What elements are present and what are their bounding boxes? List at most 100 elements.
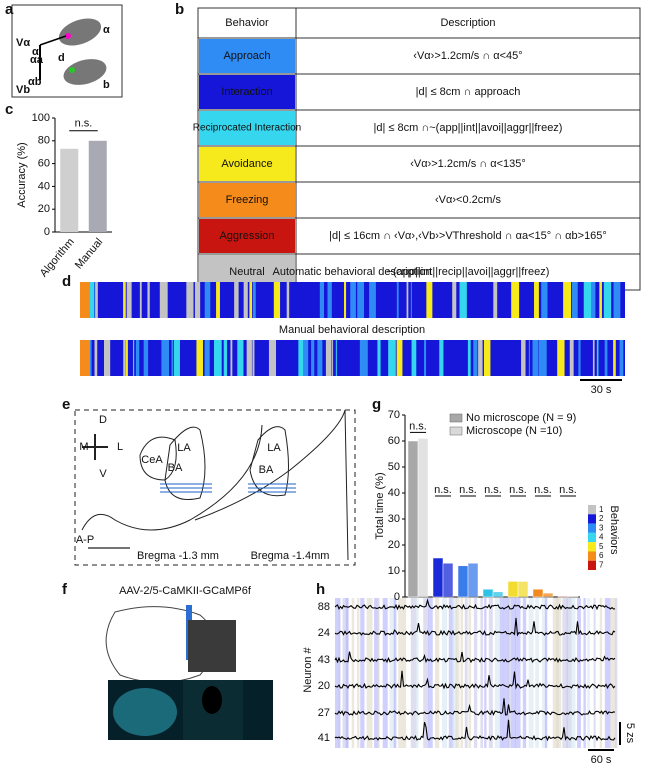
trace-background	[448, 598, 454, 748]
behavior-name: Neutral	[229, 266, 264, 278]
ethogram-stripe	[147, 282, 150, 318]
ethogram-stripe	[305, 282, 307, 318]
annotation: n.s.	[509, 484, 527, 496]
panel-a-label: αb	[28, 76, 42, 88]
bar	[542, 592, 554, 598]
behavior-cell	[199, 111, 295, 145]
ethogram-stripe	[213, 340, 222, 376]
ethogram-stripe	[125, 340, 128, 376]
trace-background	[480, 598, 484, 748]
ethogram-stripe	[398, 282, 405, 318]
ethogram-stripe	[538, 340, 547, 376]
y-tick-label: 50	[388, 461, 400, 473]
ethogram-stripe	[260, 282, 269, 318]
panel-e-art	[74, 409, 356, 566]
ethogram-stripe	[509, 340, 513, 376]
panel-label: c	[5, 101, 13, 118]
behavior-cell	[199, 147, 295, 181]
colorbar-segment	[588, 551, 596, 561]
ethogram-stripe	[541, 282, 548, 318]
ethogram-stripe	[473, 340, 478, 376]
ethogram-stripe	[359, 340, 368, 376]
behavior-cell	[199, 183, 295, 217]
ethogram-stripe	[552, 340, 555, 376]
trace-background	[452, 598, 458, 748]
ethogram-stripe	[105, 282, 110, 318]
behavior-cell	[199, 75, 295, 109]
ethogram-stripe	[249, 282, 253, 318]
ethogram-stripe	[459, 282, 467, 318]
trace-background	[610, 598, 616, 748]
y-tick-label: 0	[44, 226, 50, 238]
behavior-description: |d| ≤ 8cm ∩ approach	[416, 86, 521, 98]
ethogram-stripe	[532, 340, 539, 376]
ethogram-stripe	[406, 282, 409, 318]
ethogram-stripe	[396, 282, 399, 318]
bar	[532, 588, 544, 598]
annotation: n.s.	[559, 484, 577, 496]
ethogram-stripe	[528, 340, 530, 376]
ethogram-stripe	[389, 282, 393, 318]
ethogram-stripe	[569, 340, 574, 376]
ethogram-stripe	[135, 340, 140, 376]
bar	[557, 595, 569, 598]
ethogram-stripe	[303, 340, 309, 376]
ethogram-stripe	[396, 340, 403, 376]
y-tick-label: 20	[388, 539, 400, 551]
ethogram-stripe	[246, 340, 252, 376]
scale-label: 60 s	[591, 754, 612, 766]
trace	[334, 698, 616, 717]
bar	[60, 148, 79, 232]
ethogram-title: Manual behavioral description	[279, 324, 425, 336]
y-axis-title: Accuracy (%)	[16, 142, 28, 207]
panel-e-label: LA	[267, 442, 281, 454]
ethogram-stripe	[186, 282, 194, 318]
panel-e-label: BA	[259, 464, 274, 476]
bar	[467, 562, 479, 598]
trace-background	[374, 598, 379, 748]
ethogram-start	[80, 282, 90, 318]
panel-e-label: V	[99, 468, 107, 480]
behavior-cell	[199, 39, 295, 73]
table-header: Description	[440, 17, 495, 29]
trace-background	[415, 598, 419, 748]
trace-background	[541, 598, 547, 748]
trace-background	[342, 598, 349, 748]
ethogram-stripe	[113, 340, 121, 376]
ethogram-stripe	[143, 340, 149, 376]
trace-background	[389, 598, 396, 748]
neuron-label: 27	[318, 707, 330, 719]
trace-background	[464, 598, 468, 748]
trace-background	[360, 598, 365, 748]
trace-background	[351, 598, 355, 748]
ethogram-stripe	[216, 282, 220, 318]
ethogram-stripe	[623, 340, 625, 376]
colorbar-tick: 5	[599, 542, 604, 551]
ethogram-stripe	[500, 340, 507, 376]
ethogram-stripe	[211, 282, 216, 318]
ethogram-stripe	[430, 340, 435, 376]
annotation: n.s.	[434, 484, 452, 496]
ethogram-stripe	[276, 340, 284, 376]
behavior-name: Freezing	[226, 194, 269, 206]
trace-background	[566, 598, 572, 748]
ethogram-stripe	[448, 340, 455, 376]
ethogram-stripe	[622, 282, 625, 318]
panel-e-label: BA	[168, 462, 183, 474]
ethogram-stripe	[571, 282, 578, 318]
ethogram-stripe	[578, 282, 584, 318]
trace-background	[460, 598, 464, 748]
panel-e-label: D	[99, 414, 107, 426]
trace-background	[511, 598, 516, 748]
ethogram-stripe	[376, 282, 382, 318]
ethogram-stripe	[410, 282, 412, 318]
trace-background	[587, 598, 590, 748]
ethogram-stripe	[174, 282, 182, 318]
ethogram-stripe	[563, 282, 572, 318]
trace-background	[427, 598, 433, 748]
trace-background	[442, 598, 448, 748]
ethogram-stripe	[317, 340, 323, 376]
ethogram-stripe	[132, 340, 135, 376]
ethogram-stripe	[139, 282, 142, 318]
neuron-label: 20	[318, 680, 330, 692]
